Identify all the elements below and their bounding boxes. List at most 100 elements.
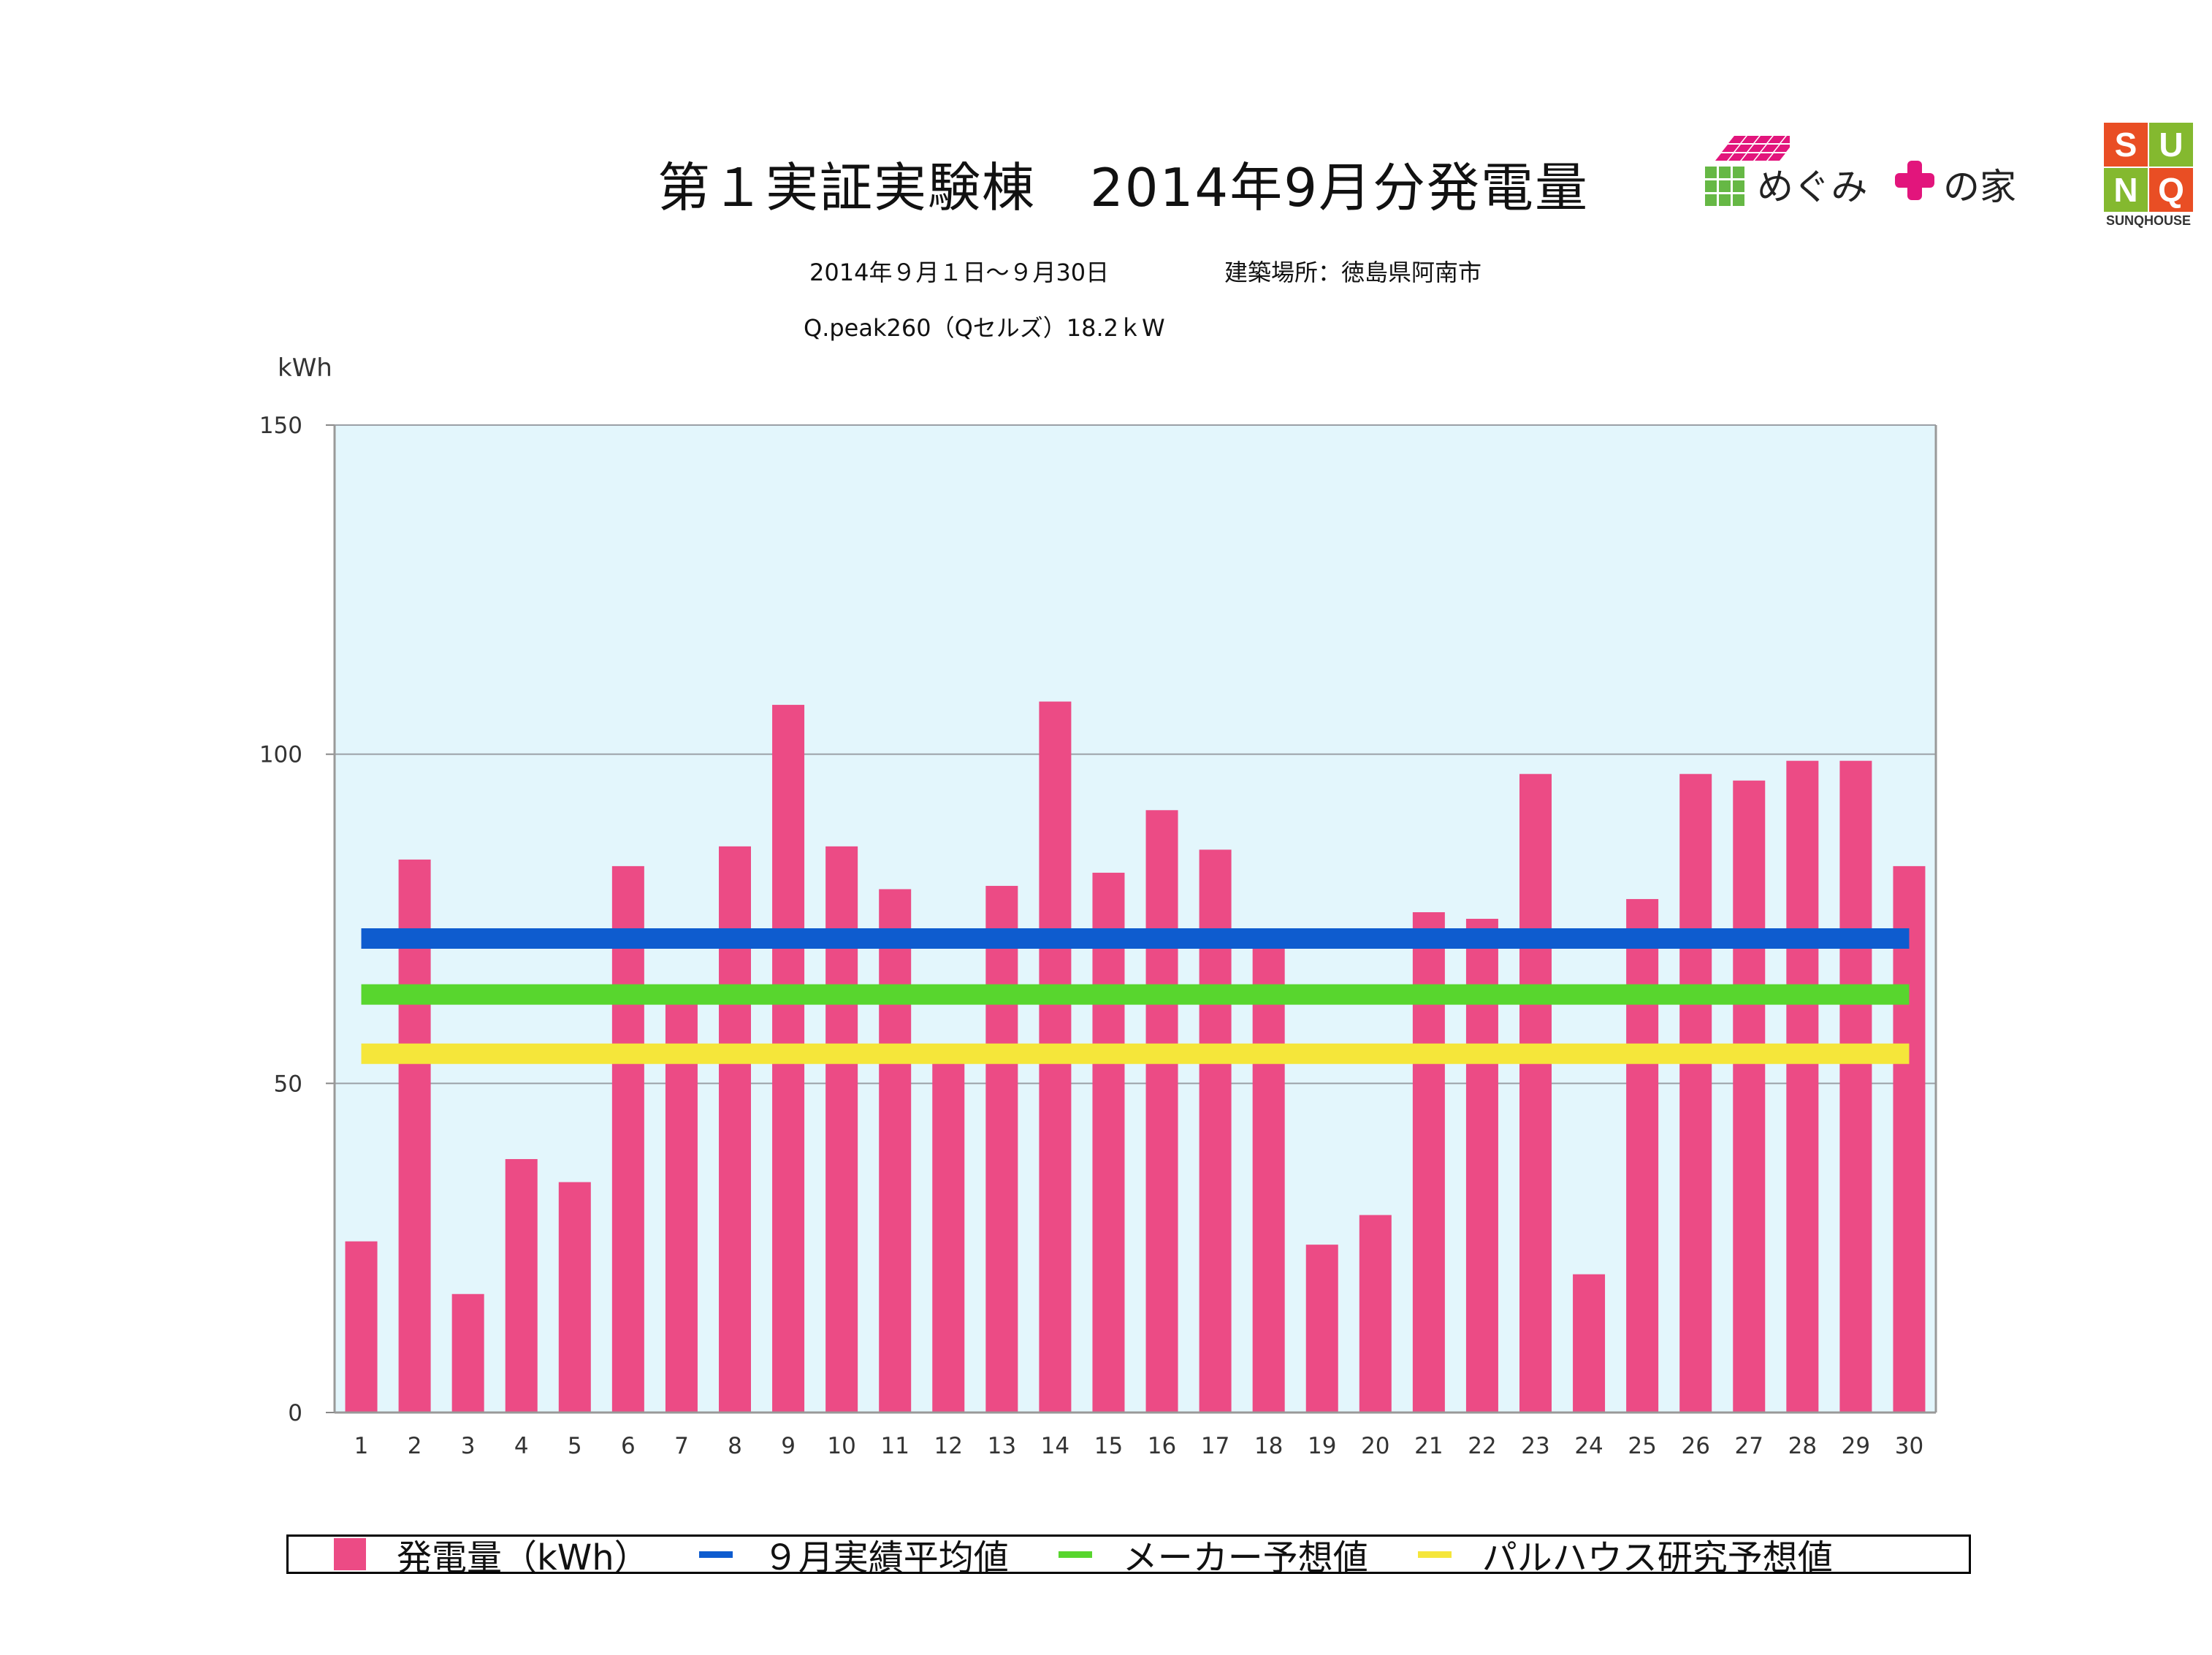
bar-day-16 [1145, 810, 1178, 1413]
x-tick-label-20: 20 [1361, 1433, 1389, 1459]
wall-cell [1733, 194, 1744, 206]
legend-item-generation: 発電量（kWh） [334, 1529, 649, 1580]
bar-day-11 [879, 889, 912, 1413]
x-tick-label-22: 22 [1468, 1433, 1496, 1459]
bar-day-15 [1092, 872, 1125, 1413]
subtitle-site: 建築場所：徳島県阿南市 [1224, 259, 1482, 286]
megumi-logo-suffix: の家 [1943, 166, 2016, 208]
x-tick-label-15: 15 [1094, 1433, 1123, 1459]
x-tick-label-11: 11 [880, 1433, 909, 1459]
x-tick-label-21: 21 [1414, 1433, 1443, 1459]
y-tick-label-150: 150 [259, 413, 302, 439]
x-tick-label-13: 13 [988, 1433, 1016, 1459]
x-tick-label-18: 18 [1254, 1433, 1283, 1459]
x-tick-label-30: 30 [1895, 1433, 1923, 1459]
legend-label-maker: メーカー予想値 [1122, 1537, 1368, 1578]
x-tick-label-10: 10 [827, 1433, 855, 1459]
roof-cell [1781, 136, 1790, 143]
legend-label-research: パルハウス研究予想値 [1481, 1537, 1833, 1578]
legend-item-research: パルハウス研究予想値 [1417, 1529, 1833, 1580]
bar-day-4 [505, 1158, 538, 1413]
x-tick-label-1: 1 [354, 1433, 369, 1459]
wall-cell [1733, 180, 1744, 192]
roof-cell [1755, 153, 1772, 161]
bar-day-30 [1893, 865, 1926, 1413]
subtitle-period: 2014年９月１日～９月30日 [809, 259, 1110, 286]
y-tick-label-50: 50 [274, 1071, 302, 1097]
plus-icon [1895, 161, 1934, 200]
sunq-n: N [2104, 168, 2148, 212]
wall-cell [1719, 167, 1731, 178]
bar-day-6 [611, 865, 644, 1413]
roof-cell [1722, 145, 1739, 152]
megumi-logo-text: めぐみ [1757, 166, 1868, 208]
bar-day-5 [558, 1182, 591, 1413]
sunq-caption: SUNQHOUSE [2105, 213, 2191, 228]
bar-day-23 [1519, 773, 1552, 1413]
bar-day-24 [1573, 1274, 1606, 1413]
roof-cell [1742, 136, 1759, 143]
bar-day-1 [345, 1241, 378, 1413]
legend-swatch-average [698, 1551, 733, 1558]
wall-cell [1705, 194, 1717, 206]
bar-day-2 [398, 859, 431, 1413]
roof-cell [1748, 145, 1766, 152]
x-tick-label-6: 6 [621, 1433, 636, 1459]
solar-house-icon [1705, 136, 1790, 206]
legend-item-maker: メーカー予想値 [1058, 1529, 1368, 1580]
x-tick-label-4: 4 [514, 1433, 529, 1459]
plot-area [335, 425, 1936, 1413]
x-tick-label-28: 28 [1788, 1433, 1817, 1459]
x-tick-label-12: 12 [934, 1433, 963, 1459]
bar-day-27 [1733, 780, 1766, 1413]
x-tick-label-5: 5 [568, 1433, 582, 1459]
bar-day-20 [1359, 1215, 1392, 1413]
sunq-u: U [2149, 123, 2193, 167]
roof-cell [1742, 153, 1759, 161]
roof-cell [1774, 145, 1790, 152]
legend: 発電量（kWh） ９月実績平均値 メーカー予想値 パルハウス研究予想値 [286, 1534, 1971, 1578]
wall-cell [1705, 180, 1717, 192]
legend-swatch-generation [334, 1538, 366, 1570]
subtitle-system: Q.peak260（Qセルズ）18.2ｋW [804, 314, 1165, 342]
x-tick-label-23: 23 [1521, 1433, 1549, 1459]
bar-day-13 [985, 885, 1018, 1413]
x-tick-label-17: 17 [1201, 1433, 1229, 1459]
x-tick-label-25: 25 [1628, 1433, 1656, 1459]
roof-cell [1728, 136, 1746, 143]
sunq-logo: S U N Q SUNQHOUSE [2104, 123, 2199, 232]
x-tick-label-27: 27 [1735, 1433, 1763, 1459]
legend-item-average: ９月実績平均値 [698, 1529, 1009, 1580]
legend-label-average: ９月実績平均値 [763, 1537, 1009, 1578]
sunq-s: S [2104, 123, 2148, 167]
bar-day-3 [451, 1293, 484, 1413]
bar-day-18 [1252, 928, 1285, 1413]
bar-day-12 [932, 1050, 965, 1413]
y-tick-label-100: 100 [259, 742, 302, 768]
roof-cell [1735, 145, 1753, 152]
megumi-logo: めぐみ の家 [1702, 133, 2045, 213]
x-tick-label-14: 14 [1041, 1433, 1069, 1459]
x-tick-label-26: 26 [1681, 1433, 1709, 1459]
roof-cell [1728, 153, 1746, 161]
x-tick-label-8: 8 [728, 1433, 742, 1459]
bar-day-29 [1839, 760, 1872, 1413]
x-tick-label-3: 3 [461, 1433, 476, 1459]
roof-cell [1761, 145, 1779, 152]
x-tick-label-9: 9 [781, 1433, 796, 1459]
bar-day-28 [1786, 760, 1819, 1413]
roof-cell [1768, 153, 1785, 161]
bar-day-7 [665, 998, 698, 1413]
roof-cell [1768, 136, 1785, 143]
bar-day-26 [1679, 773, 1712, 1413]
legend-swatch-research [1417, 1551, 1452, 1558]
sunq-q: Q [2149, 168, 2193, 212]
x-tick-label-16: 16 [1148, 1433, 1176, 1459]
y-axis-unit: kWh [278, 353, 332, 383]
y-tick-label-0: 0 [288, 1400, 302, 1426]
x-tick-label-2: 2 [408, 1433, 422, 1459]
wall-cell [1705, 167, 1717, 178]
bar-day-25 [1626, 898, 1659, 1413]
x-tick-label-24: 24 [1574, 1433, 1603, 1459]
chart-title: 第１実証実験棟 2014年9月分発電量 [657, 157, 1590, 218]
